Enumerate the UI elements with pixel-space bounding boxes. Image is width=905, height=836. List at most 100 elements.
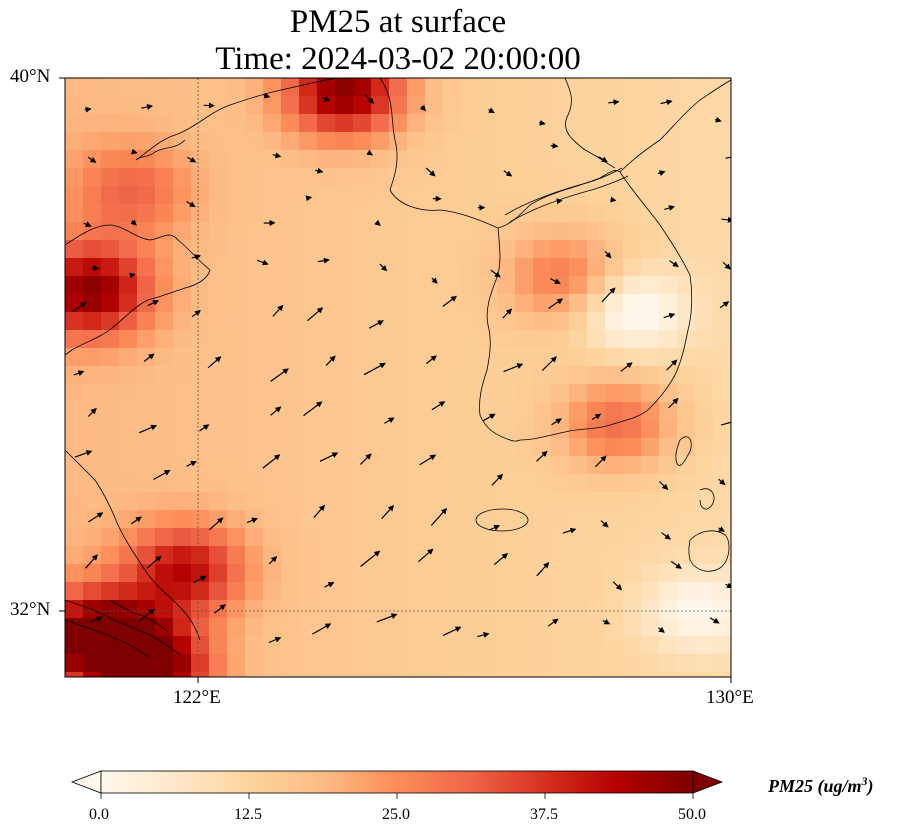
pm25-cell (515, 402, 534, 421)
pm25-cell (335, 474, 354, 493)
pm25-cell (695, 528, 714, 547)
pm25-cell (551, 294, 570, 313)
pm25-cell (569, 222, 588, 241)
pm25-cell (695, 438, 714, 457)
pm25-cell (227, 312, 246, 331)
pm25-cell (83, 618, 102, 637)
wind-arrow (83, 221, 92, 228)
pm25-cell (623, 582, 642, 601)
pm25-cell (533, 528, 552, 547)
pm25-cell (227, 582, 246, 601)
wind-arrow (139, 608, 155, 621)
pm25-cell (281, 276, 300, 295)
pm25-cell (227, 150, 246, 169)
pm25-cell (389, 78, 408, 97)
pm25-cell (227, 168, 246, 187)
wind-arrow (139, 424, 158, 434)
pm25-cell (533, 330, 552, 349)
pm25-cell (641, 204, 660, 223)
pm25-cell (101, 78, 120, 97)
pm25-cell (695, 420, 714, 439)
pm25-cell (227, 114, 246, 133)
pm25-cell (659, 402, 678, 421)
pm25-cell (515, 618, 534, 637)
pm25-cell (479, 546, 498, 565)
pm25-cell (641, 510, 660, 529)
pm25-cell (137, 438, 156, 457)
pm25-cell (533, 510, 552, 529)
pm25-cell (497, 168, 516, 187)
pm25-cell (119, 114, 138, 133)
pm25-cell (389, 186, 408, 205)
pm25-cell (173, 330, 192, 349)
pm25-cell (479, 384, 498, 403)
pm25-cell (173, 312, 192, 331)
pm25-cell (83, 186, 102, 205)
wind-arrow (721, 216, 731, 223)
wind-arrow (214, 604, 226, 614)
pm25-cell (101, 312, 120, 331)
pm25-cell (317, 456, 336, 475)
pm25-cell (299, 654, 318, 673)
pm25-cell (299, 438, 318, 457)
wind-arrow (600, 520, 609, 528)
wind-arrow (186, 201, 196, 208)
pm25-cell (605, 78, 624, 97)
wind-arrow (664, 205, 675, 211)
pm25-cell (623, 528, 642, 547)
pm25-cell (443, 564, 462, 583)
pm25-cell (65, 96, 84, 115)
pm25-cell (209, 456, 228, 475)
pm25-cell (137, 240, 156, 259)
wind-arrow (658, 481, 669, 490)
pm25-cell (569, 330, 588, 349)
pm25-cell (713, 510, 731, 529)
pm25-cell (425, 240, 444, 259)
pm25-cell (605, 564, 624, 583)
pm25-cell (587, 258, 606, 277)
pm25-cell (461, 528, 480, 547)
pm25-cell (119, 168, 138, 187)
pm25-cell (371, 258, 390, 277)
pm25-cell (461, 510, 480, 529)
pm25-cell (407, 78, 426, 97)
pm25-cell (695, 654, 714, 673)
pm25-cell (551, 366, 570, 385)
pm25-cell (65, 294, 84, 313)
pm25-cell (569, 294, 588, 313)
pm25-cell (623, 204, 642, 223)
pm25-cell (317, 150, 336, 169)
pm25-cell (83, 240, 102, 259)
pm25-cell (659, 186, 678, 205)
pm25-cell (389, 132, 408, 151)
pm25-cell (371, 420, 390, 439)
pm25-cell (713, 402, 731, 421)
pm25-cell (155, 384, 174, 403)
pm25-cell (551, 474, 570, 493)
pm25-cell (461, 204, 480, 223)
pm25-cell (335, 276, 354, 295)
pm25-cell (641, 420, 660, 439)
pm25-cell (569, 150, 588, 169)
pm25-cell (281, 330, 300, 349)
pm25-cell (695, 456, 714, 475)
pm25-cell (605, 600, 624, 619)
pm25-cell (713, 150, 731, 169)
pm25-cell (83, 96, 102, 115)
pm25-cell (389, 618, 408, 637)
colorbar (100, 770, 694, 794)
pm25-cell (191, 528, 210, 547)
pm25-cell (83, 294, 102, 313)
pm25-cell (83, 258, 102, 277)
pm25-cell (677, 168, 696, 187)
pm25-cell (281, 96, 300, 115)
pm25-cell (173, 474, 192, 493)
pm25-cell (65, 546, 84, 565)
pm25-cell (101, 276, 120, 295)
map-title-line1: PM25 at surface (289, 4, 507, 40)
pm25-cell (623, 114, 642, 133)
pm25-cell (659, 132, 678, 151)
pm25-cell (317, 636, 336, 655)
pm25-cell (605, 384, 624, 403)
pm25-cell (569, 258, 588, 277)
